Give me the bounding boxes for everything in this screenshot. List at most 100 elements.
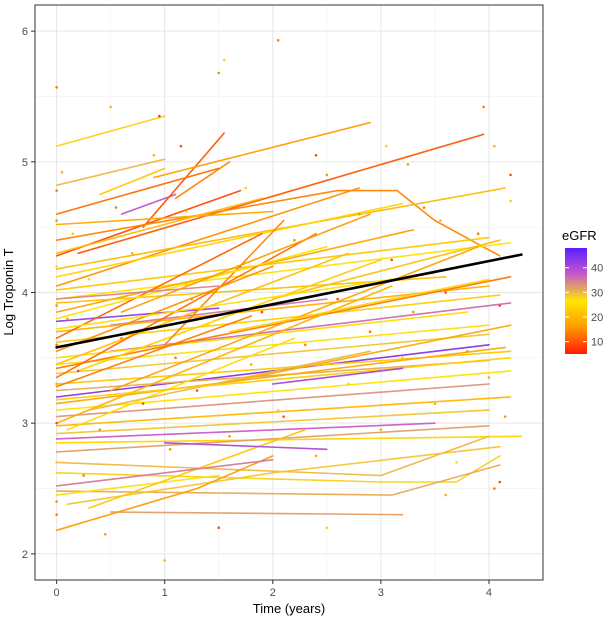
subject-line (55, 435, 490, 477)
data-point (82, 474, 85, 477)
data-point (422, 206, 426, 209)
data-point (174, 356, 177, 360)
legend-ticks: 10 20 30 40 (565, 263, 603, 349)
data-point (476, 232, 480, 235)
data-point (55, 382, 58, 386)
subject-line (271, 239, 501, 300)
mean-trend-line (55, 253, 523, 349)
data-point (444, 493, 448, 497)
data-point (195, 389, 199, 392)
subject-line (55, 458, 274, 487)
data-point (439, 219, 442, 222)
data-point (163, 559, 167, 562)
subject-line (55, 315, 252, 388)
data-point (325, 526, 329, 530)
data-point (384, 144, 388, 148)
data-point (152, 153, 156, 157)
subject-line (55, 252, 350, 366)
subject-line (55, 158, 166, 187)
data-point (55, 304, 58, 307)
data-point (157, 114, 161, 118)
y-tick-label: 3 (22, 418, 28, 430)
data-point (152, 297, 156, 301)
data-point (444, 291, 448, 294)
subject-line (55, 359, 490, 392)
subject-line (55, 265, 274, 353)
data-point (401, 356, 404, 360)
data-point (406, 163, 410, 166)
subject-line (55, 272, 436, 330)
subject-line (55, 187, 361, 287)
subject-line (55, 246, 328, 320)
subject-line (55, 435, 523, 444)
data-point (109, 105, 112, 109)
subject-line (55, 232, 263, 340)
data-point (55, 86, 58, 89)
legend-title: eGFR (562, 228, 597, 243)
data-point (347, 382, 350, 386)
subject-line (55, 202, 404, 278)
subject-line (55, 424, 490, 453)
x-tick-label: 2 (270, 587, 276, 599)
subject-line (153, 121, 371, 179)
data-point (217, 526, 221, 530)
legend-tick-label: 40 (591, 263, 603, 275)
data-point (55, 265, 58, 268)
data-point (293, 238, 296, 242)
subject-trajectories (55, 115, 523, 532)
data-point (282, 415, 285, 418)
subject-line (109, 511, 404, 516)
subject-line (55, 324, 490, 366)
data-point (493, 144, 496, 148)
x-tick-label: 0 (54, 587, 60, 599)
data-point (130, 251, 134, 255)
data-point (190, 297, 194, 301)
axes: 0 1 2 3 4 2 3 4 5 6 (22, 26, 492, 599)
subject-line (55, 422, 436, 440)
data-point (498, 304, 502, 307)
subject-line (55, 167, 220, 215)
data-point (390, 258, 393, 262)
data-point (185, 210, 188, 213)
subject-line (120, 193, 177, 215)
subject-line (55, 455, 501, 483)
data-point (509, 173, 512, 177)
data-point (114, 206, 118, 209)
subject-line (142, 132, 225, 228)
data-point (55, 500, 58, 503)
subject-line (55, 396, 512, 427)
subject-line (99, 167, 166, 196)
subject-line (55, 383, 490, 418)
subject-line (163, 219, 285, 346)
legend: eGFR 10 20 30 40 (562, 228, 603, 354)
subject-line (55, 455, 274, 532)
y-tick-label: 4 (22, 288, 28, 300)
data-point (55, 189, 58, 192)
data-point (498, 480, 502, 484)
data-point (249, 363, 253, 366)
data-point (325, 173, 329, 177)
subject-line (55, 464, 501, 496)
data-point (368, 330, 372, 334)
data-point (60, 170, 64, 174)
data-point (379, 428, 383, 432)
data-point (433, 402, 437, 405)
legend-colorbar (565, 248, 587, 354)
subject-line (66, 337, 296, 431)
data-point (206, 323, 210, 327)
subject-line (55, 409, 490, 435)
subject-line (55, 294, 501, 344)
data-point (120, 336, 123, 340)
subject-line (55, 474, 220, 496)
data-point (357, 212, 361, 216)
x-tick-label: 4 (486, 587, 492, 599)
data-point (185, 284, 188, 288)
legend-tick-label: 20 (591, 312, 603, 324)
subject-line (271, 367, 404, 385)
data-point (55, 513, 58, 516)
subject-line (55, 242, 512, 300)
subject-line (109, 298, 328, 327)
data-point (314, 153, 318, 157)
data-point (487, 376, 491, 379)
subject-line (55, 187, 507, 270)
